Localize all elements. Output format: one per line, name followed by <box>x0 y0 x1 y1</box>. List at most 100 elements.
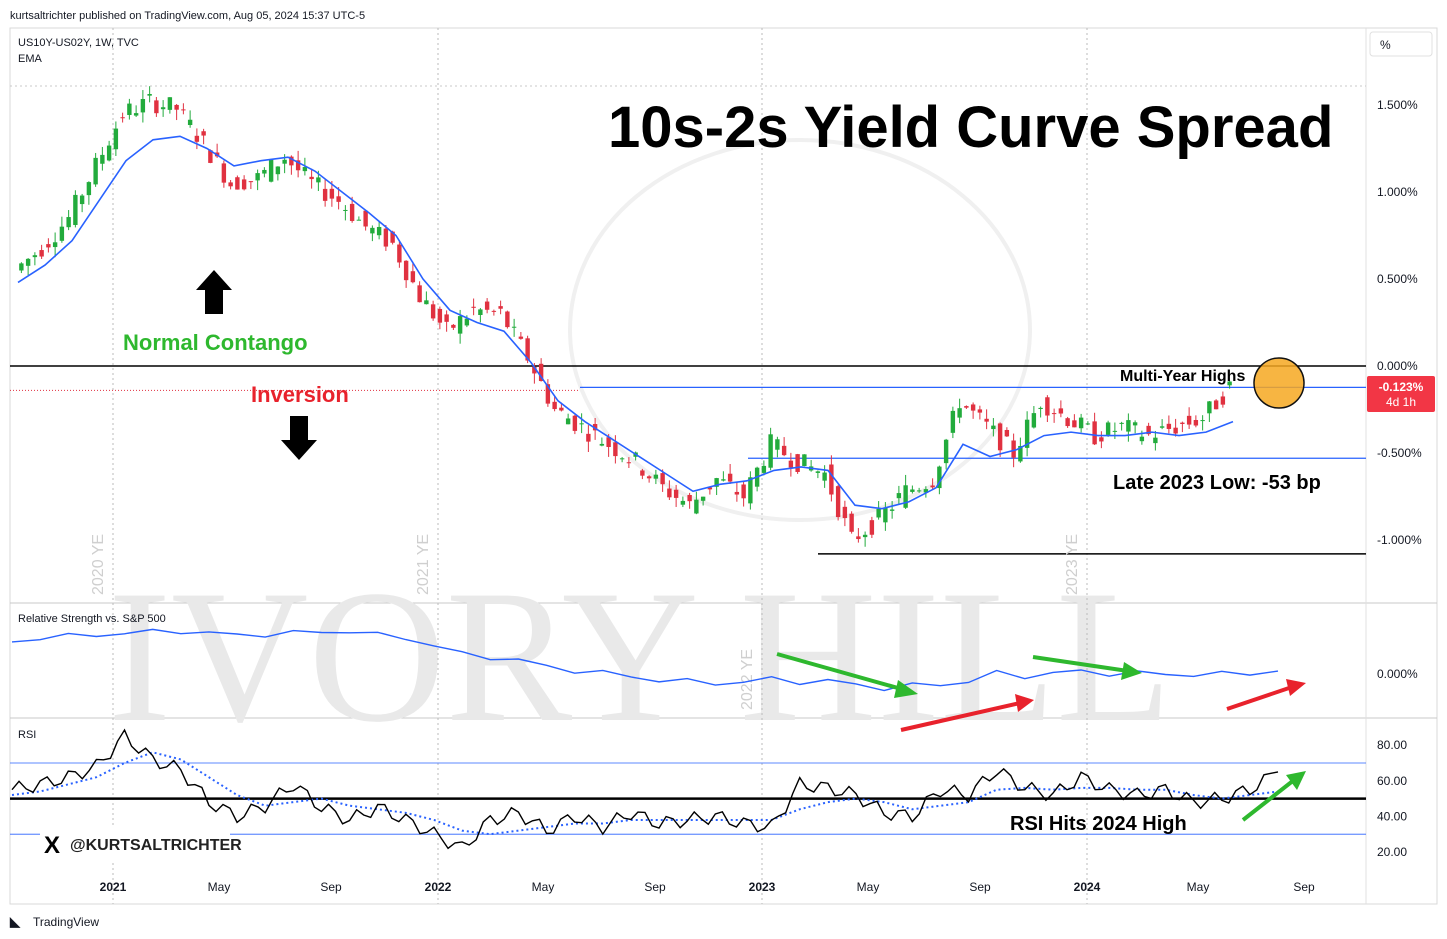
published-caption: kurtsaltrichter published on TradingView… <box>10 10 365 22</box>
candle-body <box>1153 437 1158 444</box>
x-logo-icon: X <box>44 832 60 859</box>
candle-body <box>775 439 780 450</box>
candle-body <box>1159 426 1165 428</box>
candle-body <box>167 97 173 110</box>
candle-body <box>957 408 962 418</box>
indicator-label: EMA <box>18 53 43 65</box>
scale-button[interactable]: % <box>1369 31 1433 57</box>
candle-body <box>106 145 112 161</box>
candle-body <box>1045 397 1050 416</box>
current-price-tag: -0.123% 4d 1h <box>1367 376 1435 412</box>
candle-body <box>613 442 618 457</box>
price-tag-value: -0.123% <box>1379 380 1424 394</box>
candle-body <box>1024 419 1030 448</box>
candle-body <box>410 271 416 283</box>
candle-body <box>572 415 578 431</box>
candle-body <box>626 462 632 464</box>
candle-body <box>768 434 773 468</box>
main-axis-tick: 0.500% <box>1377 272 1418 286</box>
main-axis-tick: 0.000% <box>1377 359 1418 373</box>
rsi-axis-tick: 80.00 <box>1377 738 1407 752</box>
candle-body <box>1112 430 1118 432</box>
candle-body <box>403 260 409 281</box>
candle-body <box>430 304 436 319</box>
price-tag-time: 4d 1h <box>1386 395 1416 409</box>
candle-body <box>478 309 483 315</box>
candle-body <box>140 98 146 113</box>
candle-body <box>815 471 821 473</box>
candle-body <box>316 177 321 183</box>
candle-body <box>1126 420 1131 432</box>
candle-body <box>1038 407 1043 409</box>
candle-body <box>741 484 746 499</box>
candle-body <box>748 477 753 504</box>
multi-year-highs-label: Multi-Year Highs <box>1120 368 1245 385</box>
candle-body <box>1085 423 1091 425</box>
candle-body <box>46 244 51 248</box>
candle-body <box>1119 422 1124 424</box>
time-axis-tick: Sep <box>320 880 342 894</box>
candle-body <box>1092 421 1097 445</box>
candle-body <box>552 401 557 410</box>
candle-body <box>86 182 92 196</box>
candle-body <box>201 131 206 136</box>
candle-body <box>1051 413 1057 415</box>
late-2023-low-label: Late 2023 Low: -53 bp <box>1113 472 1321 494</box>
candle-body <box>484 301 490 310</box>
candle-body <box>538 363 544 382</box>
candle-body <box>869 520 875 535</box>
candle-body <box>592 423 598 431</box>
candle-body <box>1220 396 1226 405</box>
candle-body <box>437 308 443 323</box>
candle-body <box>268 159 274 182</box>
candle-body <box>876 509 881 518</box>
candle-body <box>599 443 605 446</box>
candle-body <box>532 366 537 374</box>
time-axis-tick: Sep <box>969 880 991 894</box>
candle-body <box>943 439 949 464</box>
candle-body <box>579 423 584 425</box>
candle-body <box>39 250 44 257</box>
candle-body <box>187 119 193 126</box>
rsi-axis-tick: 40.00 <box>1377 809 1407 823</box>
candle-body <box>714 478 719 487</box>
candle-body <box>73 194 78 225</box>
candle-body <box>977 409 983 413</box>
candle-body <box>856 536 861 540</box>
candle-body <box>1227 381 1232 386</box>
candle-body <box>795 454 800 472</box>
candle-body <box>1200 420 1205 422</box>
social-badge: X @KURTSALTRICHTER <box>40 828 242 860</box>
year-end-lines <box>112 28 1088 904</box>
candle-body <box>849 513 854 532</box>
candle-body <box>680 500 686 505</box>
candle-body <box>707 487 713 490</box>
candle-body <box>397 244 402 263</box>
candle-body <box>248 181 254 183</box>
rsi-ma-line <box>11 751 1279 836</box>
ema-line <box>17 135 1234 510</box>
candle-body <box>282 159 287 164</box>
candle-body <box>842 506 848 519</box>
candle-body <box>343 209 348 211</box>
candle-body <box>1018 445 1023 462</box>
reference-lines <box>10 85 1366 555</box>
candle-body <box>120 117 125 119</box>
candle-body <box>322 188 328 201</box>
candle-body <box>761 465 767 473</box>
year-end-labels: 2020 YE 2021 YE 2022 YE 2023 YE <box>90 534 1081 710</box>
candle-body <box>228 182 233 187</box>
time-axis-tick: Sep <box>644 880 666 894</box>
candle-body <box>788 460 794 468</box>
candle-body <box>154 100 159 114</box>
candle-body <box>829 464 834 495</box>
candle-body <box>289 156 294 166</box>
green-arrow-icon <box>776 652 918 698</box>
green-arrow-icon <box>1241 771 1306 822</box>
time-axis-tick: Sep <box>1293 880 1315 894</box>
candle-body <box>1031 413 1037 428</box>
chart-frame <box>9 27 1438 905</box>
candle-body <box>1139 436 1145 442</box>
rsi-pane-title: RSI <box>18 729 36 741</box>
candle-body <box>1011 440 1016 458</box>
